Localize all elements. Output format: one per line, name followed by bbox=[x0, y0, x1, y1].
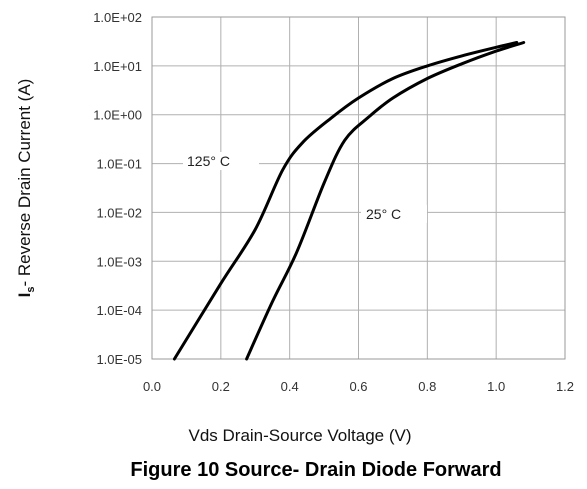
curve-label-125c-text: 125° C bbox=[187, 153, 230, 169]
curve-label-125c: 125° C bbox=[183, 152, 259, 170]
x-axis-label: Vds Drain-Source Voltage (V) bbox=[189, 426, 412, 445]
y-axis-label-subscript: s bbox=[25, 286, 37, 292]
x-tick-label: 0.8 bbox=[418, 379, 436, 394]
series-line-125c bbox=[172, 41, 519, 361]
y-tick-label: 1.0E+01 bbox=[93, 59, 142, 74]
y-axis-label-text: - Reverse Drain Current (A) bbox=[15, 79, 34, 287]
y-axis-label-symbol: I bbox=[15, 293, 34, 298]
y-axis-label: Is- Reverse Drain Current (A) bbox=[15, 79, 37, 298]
x-tick-label: 0.6 bbox=[349, 379, 367, 394]
y-tick-label: 1.0E-01 bbox=[96, 157, 142, 172]
y-tick-label: 1.0E-05 bbox=[96, 352, 142, 367]
y-tick-label: 1.0E-04 bbox=[96, 303, 142, 318]
plot-frame bbox=[151, 16, 566, 360]
y-tick-labels: 1.0E-05 1.0E-04 1.0E-03 1.0E-02 1.0E-01 1.0E+… bbox=[93, 10, 142, 367]
x-tick-label: 1.2 bbox=[556, 379, 574, 394]
x-tick-label: 0.4 bbox=[281, 379, 299, 394]
y-tick-label: 1.0E+00 bbox=[93, 108, 142, 123]
curve-label-25c: 25° C bbox=[361, 205, 427, 223]
curves bbox=[172, 41, 526, 361]
x-tick-label: 1.0 bbox=[487, 379, 505, 394]
x-tick-label: 0.2 bbox=[212, 379, 230, 394]
series-line-25c bbox=[245, 41, 526, 361]
y-tick-label: 1.0E-03 bbox=[96, 254, 142, 269]
x-tick-label: 0.0 bbox=[143, 379, 161, 394]
y-tick-label: 1.0E+02 bbox=[93, 10, 142, 25]
figure-title: Figure 10 Source- Drain Diode Forward bbox=[130, 459, 501, 481]
curve-label-25c-text: 25° C bbox=[366, 206, 401, 222]
x-tick-labels: 0.0 0.2 0.4 0.6 0.8 1.0 1.2 bbox=[143, 379, 574, 394]
y-tick-label: 1.0E-02 bbox=[96, 205, 142, 220]
